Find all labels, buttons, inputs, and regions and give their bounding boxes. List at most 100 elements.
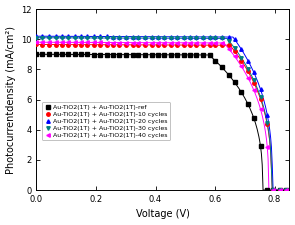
- Au-TiO2(1T) + Au-TiO2(1T)-20 cycles: [143, 35, 147, 38]
- Au-TiO2(1T) + Au-TiO2(1T)-40 cycles: [105, 41, 109, 44]
- Au-TiO2(1T) + Au-TiO2(1T)-ref: [259, 145, 262, 148]
- Au-TiO2(1T) + Au-TiO2(1T)-ref: [227, 74, 231, 76]
- Line: Au-TiO2(1T) + Au-TiO2(1T)-ref: Au-TiO2(1T) + Au-TiO2(1T)-ref: [35, 53, 288, 192]
- Au-TiO2(1T) + Au-TiO2(1T)-40 cycles: [150, 41, 154, 44]
- Au-TiO2(1T) + Au-TiO2(1T)-40 cycles: [112, 41, 115, 44]
- Au-TiO2(1T) + Au-TiO2(1T)-10 cycles: [131, 43, 135, 46]
- Au-TiO2(1T) + Au-TiO2(1T)-40 cycles: [246, 76, 250, 79]
- Au-TiO2(1T) + Au-TiO2(1T)-ref: [98, 53, 102, 56]
- Au-TiO2(1T) + Au-TiO2(1T)-ref: [271, 189, 275, 191]
- Au-TiO2(1T) + Au-TiO2(1T)-10 cycles: [220, 44, 224, 47]
- Au-TiO2(1T) + Au-TiO2(1T)-10 cycles: [278, 189, 281, 191]
- Au-TiO2(1T) + Au-TiO2(1T)-10 cycles: [246, 70, 250, 73]
- Au-TiO2(1T) + Au-TiO2(1T)-20 cycles: [220, 36, 224, 38]
- Au-TiO2(1T) + Au-TiO2(1T)-ref: [163, 54, 166, 56]
- Au-TiO2(1T) + Au-TiO2(1T)-ref: [86, 53, 89, 56]
- Au-TiO2(1T) + Au-TiO2(1T)-20 cycles: [182, 35, 185, 38]
- Au-TiO2(1T) + Au-TiO2(1T)-20 cycles: [240, 48, 243, 51]
- Au-TiO2(1T) + Au-TiO2(1T)-30 cycles: [271, 189, 275, 191]
- Au-TiO2(1T) + Au-TiO2(1T)-20 cycles: [131, 35, 135, 38]
- Au-TiO2(1T) + Au-TiO2(1T)-ref: [252, 117, 256, 120]
- Au-TiO2(1T) + Au-TiO2(1T)-30 cycles: [150, 37, 154, 40]
- Au-TiO2(1T) + Au-TiO2(1T)-30 cycles: [169, 37, 173, 40]
- Au-TiO2(1T) + Au-TiO2(1T)-10 cycles: [137, 43, 140, 46]
- Au-TiO2(1T) + Au-TiO2(1T)-40 cycles: [201, 42, 205, 44]
- Au-TiO2(1T) + Au-TiO2(1T)-ref: [112, 53, 115, 56]
- Au-TiO2(1T) + Au-TiO2(1T)-20 cycles: [150, 35, 154, 38]
- Au-TiO2(1T) + Au-TiO2(1T)-40 cycles: [233, 55, 236, 58]
- Au-TiO2(1T) + Au-TiO2(1T)-10 cycles: [105, 43, 109, 46]
- Au-TiO2(1T) + Au-TiO2(1T)-30 cycles: [66, 36, 70, 39]
- Au-TiO2(1T) + Au-TiO2(1T)-ref: [208, 54, 211, 57]
- Au-TiO2(1T) + Au-TiO2(1T)-30 cycles: [246, 68, 250, 70]
- Au-TiO2(1T) + Au-TiO2(1T)-30 cycles: [86, 37, 89, 39]
- Au-TiO2(1T) + Au-TiO2(1T)-20 cycles: [285, 189, 288, 191]
- Au-TiO2(1T) + Au-TiO2(1T)-20 cycles: [246, 59, 250, 62]
- Au-TiO2(1T) + Au-TiO2(1T)-10 cycles: [66, 43, 70, 46]
- Au-TiO2(1T) + Au-TiO2(1T)-10 cycles: [227, 44, 231, 47]
- Line: Au-TiO2(1T) + Au-TiO2(1T)-30 cycles: Au-TiO2(1T) + Au-TiO2(1T)-30 cycles: [35, 36, 288, 192]
- Au-TiO2(1T) + Au-TiO2(1T)-30 cycles: [214, 37, 217, 40]
- Au-TiO2(1T) + Au-TiO2(1T)-30 cycles: [54, 36, 58, 39]
- Au-TiO2(1T) + Au-TiO2(1T)-30 cycles: [208, 37, 211, 40]
- Au-TiO2(1T) + Au-TiO2(1T)-10 cycles: [169, 44, 173, 46]
- Au-TiO2(1T) + Au-TiO2(1T)-ref: [137, 53, 140, 56]
- Au-TiO2(1T) + Au-TiO2(1T)-30 cycles: [131, 37, 135, 39]
- Au-TiO2(1T) + Au-TiO2(1T)-20 cycles: [112, 35, 115, 38]
- Au-TiO2(1T) + Au-TiO2(1T)-40 cycles: [175, 41, 179, 44]
- Au-TiO2(1T) + Au-TiO2(1T)-40 cycles: [137, 41, 140, 44]
- Au-TiO2(1T) + Au-TiO2(1T)-ref: [266, 189, 269, 191]
- Au-TiO2(1T) + Au-TiO2(1T)-40 cycles: [285, 189, 288, 191]
- Au-TiO2(1T) + Au-TiO2(1T)-20 cycles: [278, 189, 281, 191]
- Au-TiO2(1T) + Au-TiO2(1T)-10 cycles: [92, 43, 96, 46]
- Au-TiO2(1T) + Au-TiO2(1T)-40 cycles: [189, 41, 192, 44]
- Au-TiO2(1T) + Au-TiO2(1T)-10 cycles: [98, 43, 102, 46]
- Au-TiO2(1T) + Au-TiO2(1T)-40 cycles: [252, 89, 256, 92]
- Au-TiO2(1T) + Au-TiO2(1T)-20 cycles: [163, 35, 166, 38]
- Au-TiO2(1T) + Au-TiO2(1T)-20 cycles: [60, 35, 63, 38]
- Au-TiO2(1T) + Au-TiO2(1T)-30 cycles: [137, 37, 140, 39]
- Au-TiO2(1T) + Au-TiO2(1T)-20 cycles: [156, 35, 160, 38]
- Au-TiO2(1T) + Au-TiO2(1T)-ref: [35, 53, 38, 56]
- Au-TiO2(1T) + Au-TiO2(1T)-10 cycles: [112, 43, 115, 46]
- Au-TiO2(1T) + Au-TiO2(1T)-40 cycles: [278, 189, 281, 191]
- Au-TiO2(1T) + Au-TiO2(1T)-20 cycles: [194, 36, 198, 38]
- Au-TiO2(1T) + Au-TiO2(1T)-ref: [60, 53, 63, 56]
- Au-TiO2(1T) + Au-TiO2(1T)-ref: [117, 53, 121, 56]
- Au-TiO2(1T) + Au-TiO2(1T)-40 cycles: [117, 41, 121, 44]
- Au-TiO2(1T) + Au-TiO2(1T)-20 cycles: [92, 35, 96, 38]
- Au-TiO2(1T) + Au-TiO2(1T)-10 cycles: [60, 43, 63, 46]
- Au-TiO2(1T) + Au-TiO2(1T)-30 cycles: [143, 37, 147, 40]
- Au-TiO2(1T) + Au-TiO2(1T)-10 cycles: [143, 44, 147, 46]
- Au-TiO2(1T) + Au-TiO2(1T)-ref: [54, 53, 58, 56]
- Au-TiO2(1T) + Au-TiO2(1T)-40 cycles: [131, 41, 135, 44]
- Au-TiO2(1T) + Au-TiO2(1T)-20 cycles: [201, 36, 205, 38]
- Au-TiO2(1T) + Au-TiO2(1T)-30 cycles: [163, 37, 166, 40]
- Au-TiO2(1T) + Au-TiO2(1T)-10 cycles: [163, 44, 166, 46]
- Au-TiO2(1T) + Au-TiO2(1T)-ref: [201, 54, 205, 56]
- Au-TiO2(1T) + Au-TiO2(1T)-ref: [40, 53, 44, 56]
- Au-TiO2(1T) + Au-TiO2(1T)-10 cycles: [175, 44, 179, 46]
- Au-TiO2(1T) + Au-TiO2(1T)-20 cycles: [233, 38, 236, 41]
- Au-TiO2(1T) + Au-TiO2(1T)-40 cycles: [169, 41, 173, 44]
- Au-TiO2(1T) + Au-TiO2(1T)-40 cycles: [156, 41, 160, 44]
- Au-TiO2(1T) + Au-TiO2(1T)-30 cycles: [240, 56, 243, 59]
- Au-TiO2(1T) + Au-TiO2(1T)-40 cycles: [79, 41, 83, 44]
- Au-TiO2(1T) + Au-TiO2(1T)-20 cycles: [208, 36, 211, 38]
- Au-TiO2(1T) + Au-TiO2(1T)-ref: [169, 54, 173, 56]
- Au-TiO2(1T) + Au-TiO2(1T)-20 cycles: [66, 35, 70, 38]
- Au-TiO2(1T) + Au-TiO2(1T)-ref: [278, 189, 281, 191]
- Au-TiO2(1T) + Au-TiO2(1T)-30 cycles: [92, 37, 96, 39]
- Line: Au-TiO2(1T) + Au-TiO2(1T)-20 cycles: Au-TiO2(1T) + Au-TiO2(1T)-20 cycles: [35, 34, 288, 192]
- Au-TiO2(1T) + Au-TiO2(1T)-20 cycles: [117, 35, 121, 38]
- Legend: Au-TiO2(1T) + Au-TiO2(1T)-ref, Au-TiO2(1T) + Au-TiO2(1T)-10 cycles, Au-TiO2(1T) : Au-TiO2(1T) + Au-TiO2(1T)-ref, Au-TiO2(1…: [42, 102, 171, 140]
- Au-TiO2(1T) + Au-TiO2(1T)-30 cycles: [201, 37, 205, 40]
- Au-TiO2(1T) + Au-TiO2(1T)-40 cycles: [194, 42, 198, 44]
- Au-TiO2(1T) + Au-TiO2(1T)-40 cycles: [92, 41, 96, 44]
- Au-TiO2(1T) + Au-TiO2(1T)-40 cycles: [220, 42, 224, 44]
- Au-TiO2(1T) + Au-TiO2(1T)-30 cycles: [117, 37, 121, 39]
- Au-TiO2(1T) + Au-TiO2(1T)-10 cycles: [182, 44, 185, 46]
- Y-axis label: Photocurrentdensity (mA/cm²): Photocurrentdensity (mA/cm²): [6, 26, 16, 173]
- Au-TiO2(1T) + Au-TiO2(1T)-30 cycles: [124, 37, 128, 39]
- Au-TiO2(1T) + Au-TiO2(1T)-ref: [73, 53, 77, 56]
